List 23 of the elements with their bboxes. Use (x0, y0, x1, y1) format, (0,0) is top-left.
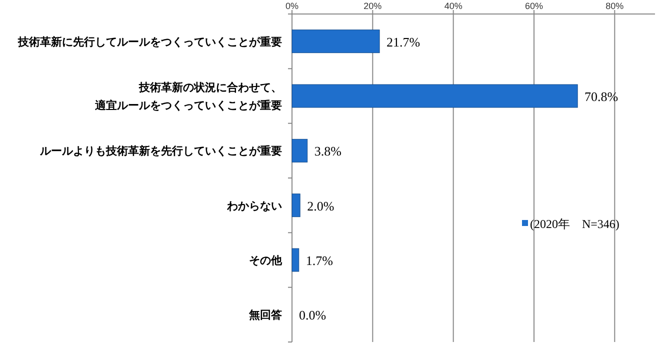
text: 3.8% (314, 144, 342, 159)
bar (292, 30, 380, 54)
bar (292, 248, 300, 272)
x-tick-label: 40% (444, 1, 462, 11)
bar (292, 194, 300, 218)
text: 21.7% (386, 34, 420, 50)
y-tick-label: 技術革新に先行してルールをつくっていくことが重要 (17, 35, 282, 48)
text: 70.8% (584, 89, 618, 104)
y-tick-label: その他 (249, 254, 283, 267)
text: 1.7% (306, 253, 333, 268)
text: 0.0% (299, 308, 326, 323)
x-tick-label: 80% (606, 1, 624, 11)
y-tick-label: ルールよりも技術革新を先行していくことが重要 (39, 144, 282, 158)
legend-label: (2020年 N=346) (530, 217, 620, 231)
x-tick-label: 0% (285, 1, 299, 11)
bar (292, 84, 578, 108)
y-tick-label: わからない (226, 199, 282, 212)
x-tick-label: 20% (364, 1, 382, 11)
y-tick-label: 技術革新の状況に合わせて、適宜ルールをつくっていくことが重要 (94, 81, 282, 112)
text: 2.0% (307, 198, 334, 214)
y-tick-label: 無回答 (248, 308, 283, 322)
x-tick-label: 60% (524, 1, 544, 11)
bar (292, 138, 308, 162)
